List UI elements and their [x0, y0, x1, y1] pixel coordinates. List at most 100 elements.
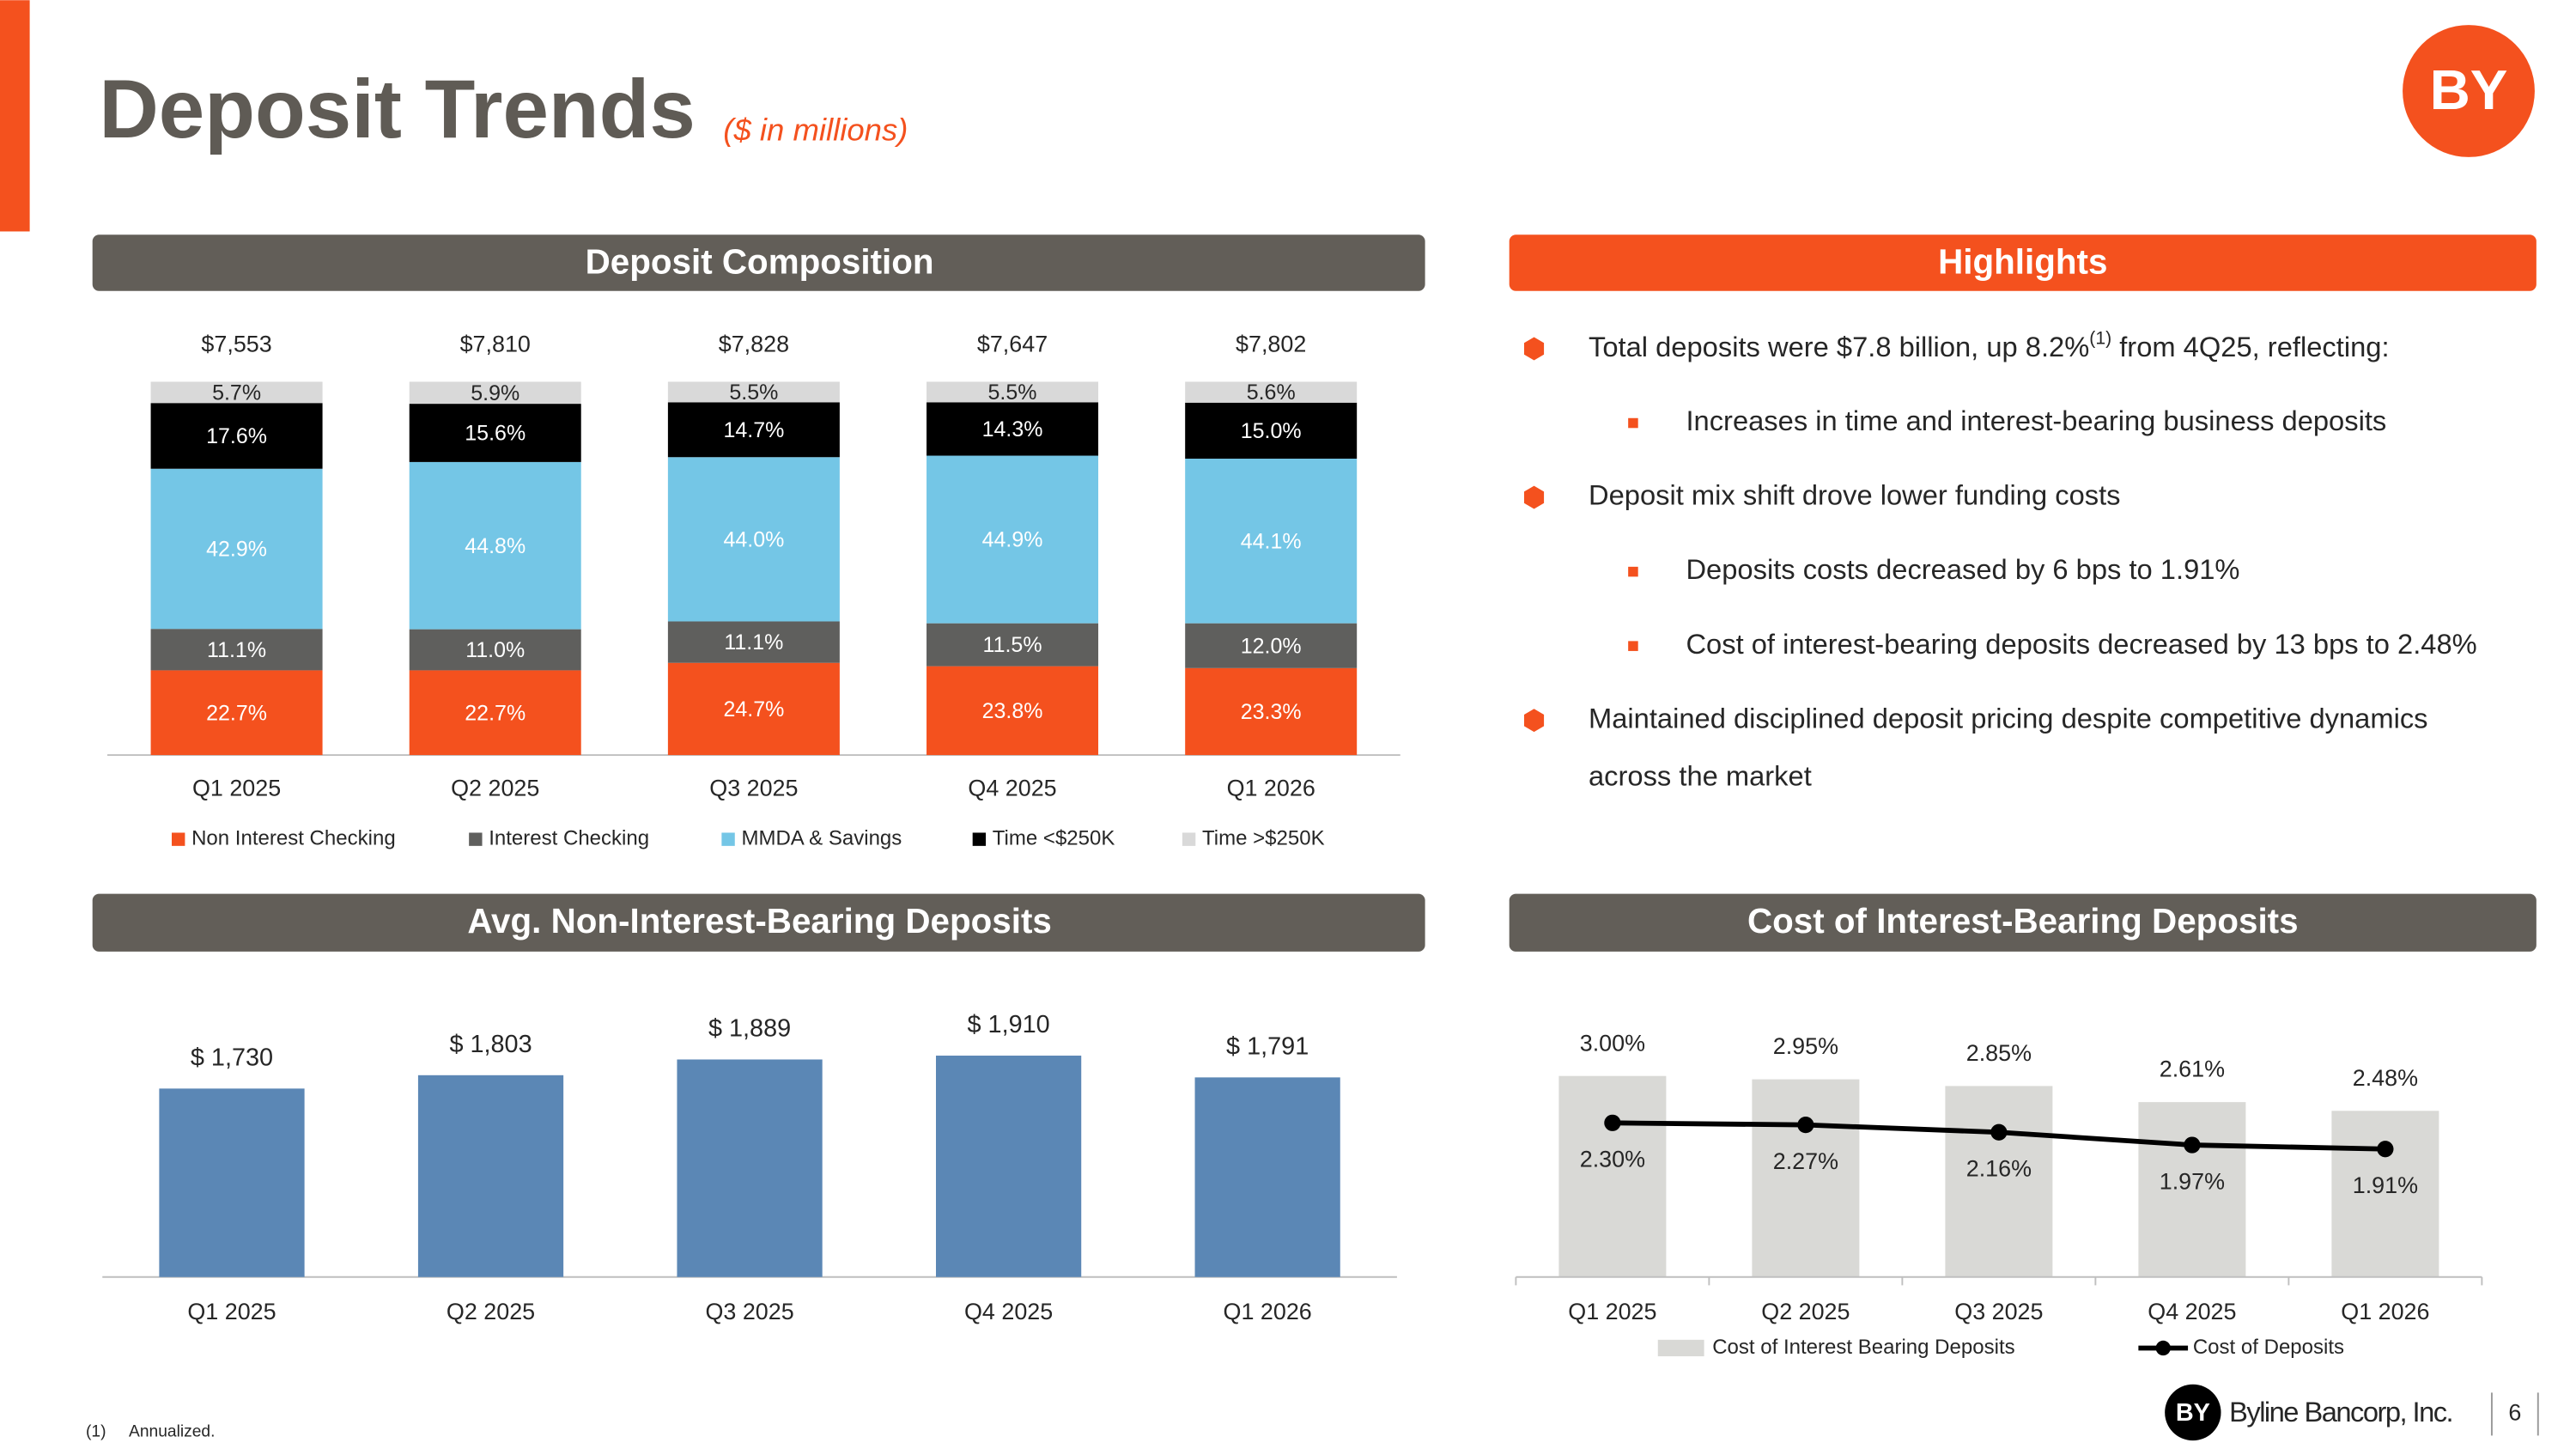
data-label: 2.48% — [2353, 1065, 2418, 1091]
legend-swatch — [972, 832, 987, 846]
bar — [2331, 1111, 2439, 1277]
data-label: 15.6% — [465, 422, 526, 446]
bar-segment — [409, 381, 581, 405]
section-header — [92, 893, 1425, 952]
logo-text: BY — [2430, 58, 2508, 121]
bar-segment — [1185, 381, 1358, 403]
bar-segment — [667, 457, 840, 622]
data-label: 11.5% — [983, 633, 1042, 657]
x-tick-label: Q3 2025 — [1954, 1299, 2043, 1324]
bar — [936, 1056, 1082, 1277]
data-label: 2.85% — [1966, 1040, 2032, 1066]
bar-segment — [409, 404, 581, 462]
data-label: 44.8% — [465, 534, 526, 558]
legend-swatch — [469, 832, 483, 846]
point — [2377, 1141, 2394, 1158]
data-label: 11.1% — [724, 630, 783, 654]
data-label: 24.7% — [723, 697, 784, 721]
data-label: $ 1,910 — [968, 1011, 1050, 1038]
bar-segment — [667, 402, 840, 458]
section-header — [92, 234, 1425, 291]
bar-segment — [409, 670, 581, 756]
superscript: (1) — [2089, 328, 2111, 348]
total-label: $7,802 — [1236, 331, 1306, 356]
point — [1990, 1123, 2008, 1141]
bar-segment — [927, 666, 1099, 756]
data-label: 23.3% — [1241, 700, 1302, 724]
highlight: across the market — [1589, 760, 1812, 792]
bar — [1945, 1086, 2053, 1277]
data-label: $ 1,791 — [1226, 1032, 1309, 1060]
point — [1604, 1114, 1621, 1131]
footnote-marker: (1) — [86, 1423, 106, 1441]
highlight: Increases in time and interest-bearing b… — [1686, 405, 2386, 436]
footer-logo-text: BY — [2176, 1399, 2210, 1427]
x-tick-label: Q2 2025 — [447, 1299, 535, 1324]
data-label: 2.16% — [1966, 1156, 2032, 1182]
bar-segment — [927, 623, 1099, 667]
accent-bar — [0, 0, 30, 232]
legend-label: Interest Checking — [489, 826, 649, 849]
highlight: Deposit mix shift drove lower funding co… — [1589, 479, 2121, 511]
x-tick-label: Q3 2025 — [705, 1299, 793, 1324]
x-tick-label: Q4 2025 — [968, 776, 1056, 801]
bar-segment — [150, 468, 323, 630]
highlights: Total deposits were $7.8 billion, up 8.2… — [1524, 328, 2477, 792]
bullet — [1524, 337, 1545, 361]
section-title: Cost of Interest-Bearing Deposits — [1747, 901, 2299, 941]
bar-segment — [150, 381, 323, 404]
bar-segment — [150, 403, 323, 469]
x-tick-label: Q1 2026 — [2341, 1299, 2429, 1324]
data-label: 5.6% — [1247, 381, 1296, 405]
x-tick-label: Q1 2026 — [1224, 1299, 1312, 1324]
bar-segment — [409, 629, 581, 671]
data-label: 44.9% — [982, 528, 1043, 552]
data-label: 5.9% — [471, 381, 519, 405]
x-tick-label: Q1 2025 — [187, 1299, 276, 1324]
total-label: $7,810 — [460, 331, 531, 356]
data-label: 5.7% — [212, 381, 261, 405]
bullet — [1524, 709, 1545, 733]
legend-label: Time >$250K — [1202, 826, 1325, 849]
bar-segment — [150, 629, 323, 671]
company-name: Byline Bancorp, Inc. — [2229, 1396, 2452, 1428]
data-label: 42.9% — [206, 537, 267, 561]
bar — [2138, 1102, 2246, 1277]
section-title: Deposit Composition — [586, 242, 934, 282]
x-tick-label: Q4 2025 — [2148, 1299, 2236, 1324]
legend-label: Cost of Deposits — [2193, 1336, 2344, 1359]
data-label: 44.0% — [723, 527, 784, 551]
bar-segment — [927, 381, 1099, 403]
data-label: 15.0% — [1241, 419, 1302, 443]
x-tick-label: Q1 2026 — [1227, 776, 1315, 801]
bar — [1194, 1077, 1340, 1277]
data-label: 2.27% — [1773, 1148, 1838, 1174]
data-label: 14.7% — [723, 418, 784, 442]
data-label: $ 1,889 — [708, 1015, 791, 1043]
section-title: Avg. Non-Interest-Bearing Deposits — [467, 901, 1051, 941]
data-label: 12.0% — [1241, 634, 1302, 658]
bar-segment — [927, 402, 1099, 456]
bar-segment — [409, 461, 581, 630]
data-label: 44.1% — [1241, 529, 1302, 553]
legend-label: MMDA & Savings — [741, 826, 902, 849]
bar-segment — [1185, 458, 1358, 624]
legend-swatch — [172, 832, 185, 846]
data-label: 3.00% — [1580, 1030, 1645, 1056]
x-tick-label: Q1 2025 — [192, 776, 281, 801]
page-title: Deposit Trends — [99, 64, 695, 155]
highlight: Deposits costs decreased by 6 bps to 1.9… — [1686, 553, 2239, 585]
data-label: 14.3% — [982, 417, 1043, 441]
point — [2184, 1136, 2201, 1154]
bar — [1558, 1075, 1667, 1277]
page-number: 6 — [2508, 1399, 2521, 1425]
highlight: Cost of interest-bearing deposits decrea… — [1686, 628, 2476, 660]
section-title: Highlights — [1938, 242, 2107, 282]
legend-swatch — [721, 832, 735, 846]
sub-bullet — [1628, 417, 1638, 429]
bar-segment — [927, 455, 1099, 624]
data-label: $ 1,803 — [449, 1031, 532, 1058]
data-label: 2.95% — [1773, 1033, 1838, 1059]
bar-segment — [150, 670, 323, 756]
